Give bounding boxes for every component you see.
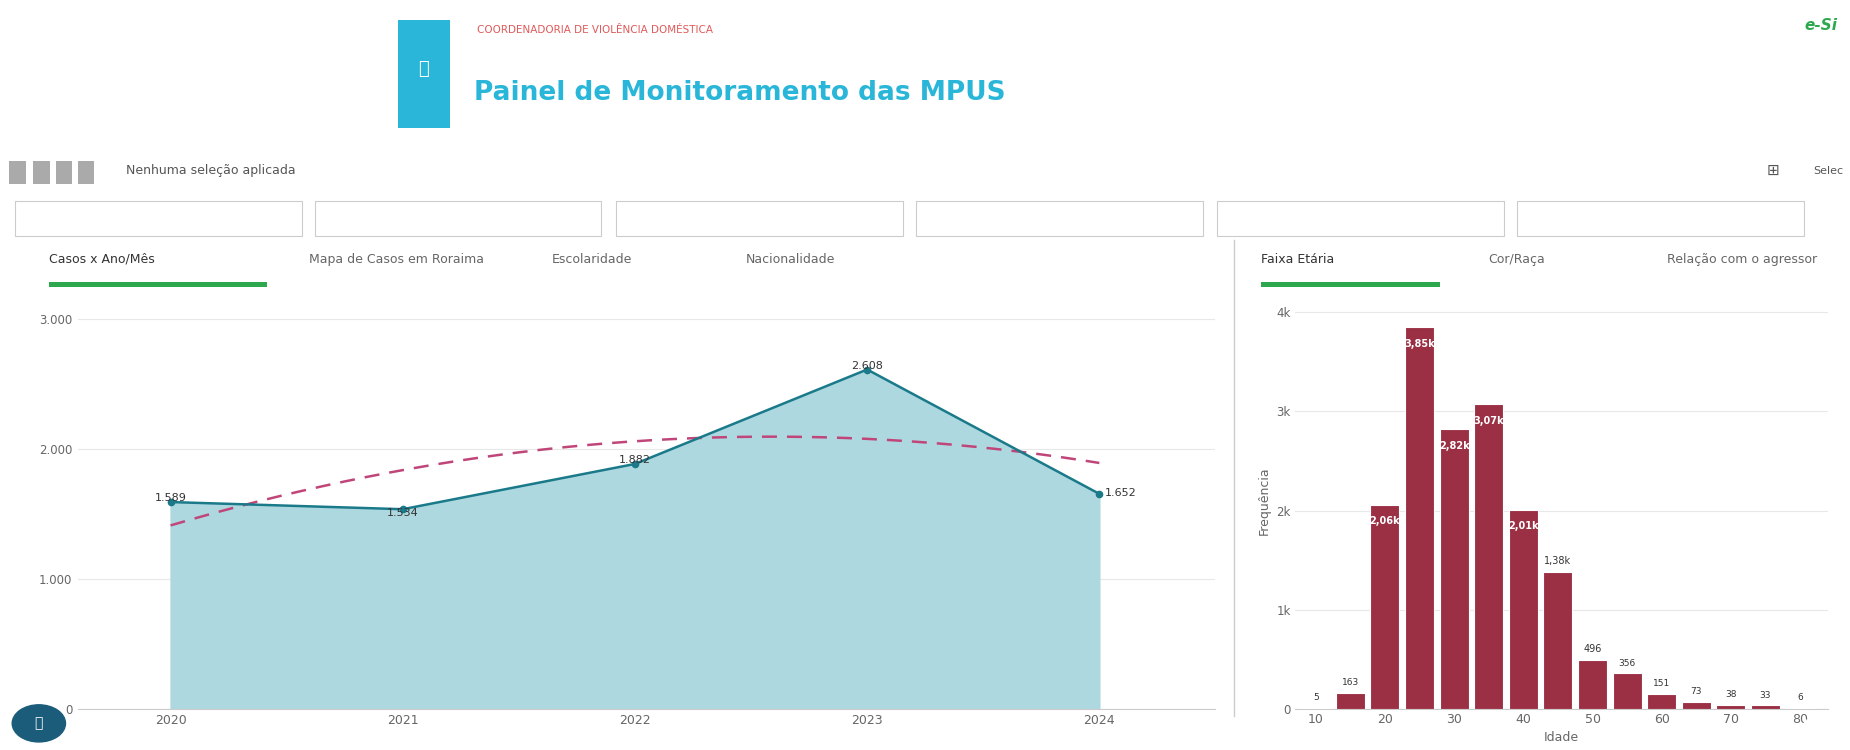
Text: 2,82k: 2,82k (1439, 441, 1469, 452)
Text: 151: 151 (1654, 679, 1671, 688)
Bar (1474, 404, 1504, 709)
Text: 1.589: 1.589 (155, 494, 187, 503)
Bar (1613, 674, 1641, 709)
Bar (616, 201, 903, 236)
Text: 2.608: 2.608 (851, 361, 882, 370)
Bar (1439, 429, 1469, 709)
Text: Relação com o agressor: Relação com o agressor (1667, 253, 1817, 266)
Text: Nenhuma seleção aplicada: Nenhuma seleção aplicada (126, 164, 296, 177)
Text: 356: 356 (1619, 658, 1635, 668)
Bar (1646, 694, 1676, 709)
Text: 📌: 📌 (418, 60, 429, 78)
Text: 1.882: 1.882 (620, 455, 651, 465)
X-axis label: Idade: Idade (1545, 731, 1578, 745)
Bar (15, 201, 302, 236)
Bar (1217, 201, 1504, 236)
Text: Nacionalidade: Nacionalidade (746, 253, 834, 266)
Text: Escolaridade: Escolaridade (551, 253, 633, 266)
Bar (78, 161, 94, 184)
Text: 38: 38 (1726, 690, 1737, 699)
Bar (314, 201, 601, 236)
Bar (1578, 659, 1608, 709)
Bar (33, 161, 50, 184)
Text: 1.534: 1.534 (387, 508, 418, 518)
Text: ▲: ▲ (1800, 716, 1811, 730)
Circle shape (13, 705, 65, 742)
Text: 2,01k: 2,01k (1508, 521, 1539, 532)
Text: 2,06k: 2,06k (1369, 517, 1400, 526)
Bar (916, 201, 1202, 236)
Bar (56, 161, 72, 184)
Bar (1336, 692, 1365, 709)
Bar (1543, 572, 1572, 709)
Text: 3,07k: 3,07k (1473, 416, 1504, 427)
Bar (1371, 505, 1399, 709)
Text: Casos x Ano/Mês: Casos x Ano/Mês (48, 253, 155, 266)
Bar (9, 161, 26, 184)
Bar (48, 282, 266, 287)
Text: Selec: Selec (1813, 166, 1843, 176)
Text: 1,38k: 1,38k (1545, 556, 1571, 566)
Text: Faixa Etária: Faixa Etária (1260, 253, 1334, 266)
Bar (1517, 201, 1804, 236)
Bar (398, 20, 450, 128)
Text: 6: 6 (1796, 693, 1804, 702)
Y-axis label: Frequência: Frequência (1258, 466, 1271, 535)
Text: 73: 73 (1691, 686, 1702, 695)
Text: ⊞: ⊞ (1767, 164, 1780, 178)
Text: 5: 5 (1314, 693, 1319, 702)
Bar (1510, 509, 1537, 709)
Bar (1717, 705, 1745, 709)
Text: 33: 33 (1759, 691, 1770, 700)
Text: 163: 163 (1341, 678, 1360, 687)
Text: 👁: 👁 (35, 716, 43, 730)
Text: 3,85k: 3,85k (1404, 339, 1436, 349)
Bar (1750, 706, 1780, 709)
Text: 1.652: 1.652 (1104, 488, 1136, 498)
Text: Mapa de Casos em Roraima: Mapa de Casos em Roraima (309, 253, 485, 266)
Text: Painel de Monitoramento das MPUS: Painel de Monitoramento das MPUS (474, 80, 1005, 106)
Bar (1682, 701, 1711, 709)
Text: COORDENADORIA DE VIOLÊNCIA DOMÉSTICA: COORDENADORIA DE VIOLÊNCIA DOMÉSTICA (477, 25, 714, 35)
Text: Cor/Raça: Cor/Raça (1487, 253, 1545, 266)
Text: e-Si: e-Si (1804, 18, 1837, 33)
Text: 496: 496 (1584, 644, 1602, 654)
Bar (1260, 282, 1439, 287)
Bar (1404, 327, 1434, 709)
